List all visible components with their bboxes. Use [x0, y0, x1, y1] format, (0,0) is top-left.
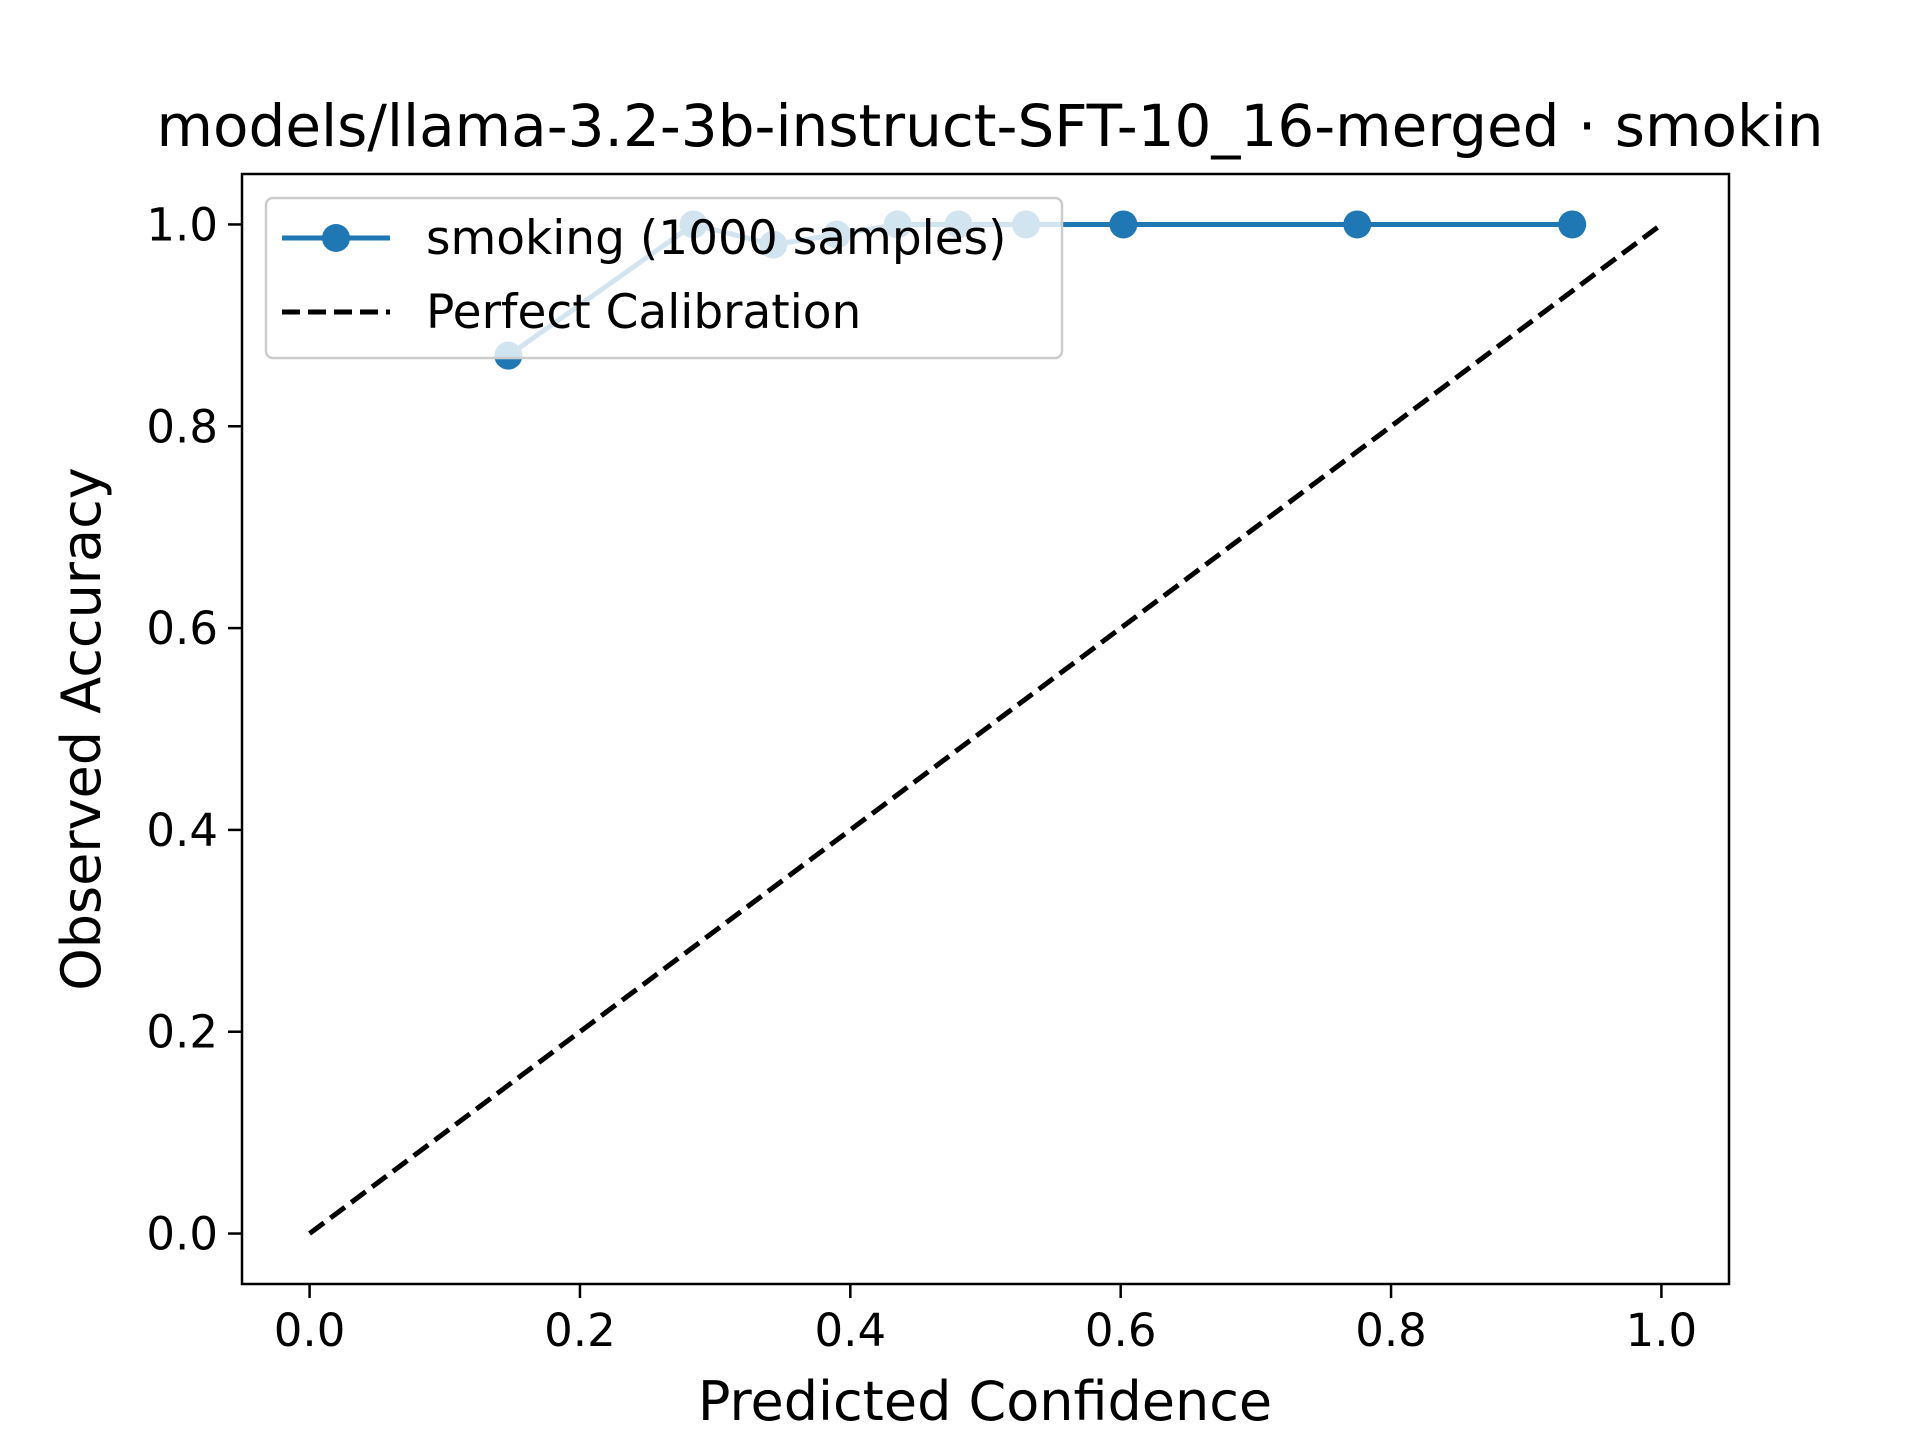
x-tick-label: 0.6 — [1085, 1304, 1157, 1357]
x-tick-label: 0.2 — [544, 1304, 616, 1357]
legend: smoking (1000 samples) Perfect Calibrati… — [264, 196, 1064, 360]
y-tick-label: 0.8 — [146, 400, 218, 453]
axis-ticks: 0.0 0.2 0.4 0.6 0.8 1.0 0.0 0.2 0.4 0.6 0.8 1.0 — [146, 198, 1697, 1357]
legend-marker-smoking — [322, 224, 350, 252]
y-tick-label: 0.6 — [146, 602, 218, 655]
chart-title: models/llama-3.2-3b-instruct-SFT-10_16-m… — [157, 92, 1824, 160]
data-point-smoking — [1109, 210, 1138, 239]
data-point-smoking — [1558, 210, 1587, 239]
y-tick-label: 0.0 — [146, 1208, 218, 1261]
legend-frame — [264, 196, 1064, 360]
x-axis-label: Predicted Confidence — [698, 1370, 1272, 1433]
legend-label-smoking: smoking (1000 samples) — [426, 211, 1006, 266]
y-tick-label: 1.0 — [146, 198, 218, 251]
y-axis-label: Observed Accuracy — [50, 467, 113, 991]
axes-frame — [240, 172, 1731, 1286]
y-tick-label: 0.4 — [146, 804, 218, 857]
y-tick-label: 0.2 — [146, 1006, 218, 1059]
legend-label-perfect-calibration: Perfect Calibration — [426, 285, 861, 340]
series-line-perfect-calibration — [308, 222, 1663, 1236]
x-tick-label: 0.8 — [1355, 1304, 1427, 1357]
x-tick-label: 0.0 — [274, 1304, 346, 1357]
x-tick-label: 0.4 — [815, 1304, 887, 1357]
data-point-smoking — [1343, 210, 1372, 239]
x-tick-label: 1.0 — [1626, 1304, 1698, 1357]
